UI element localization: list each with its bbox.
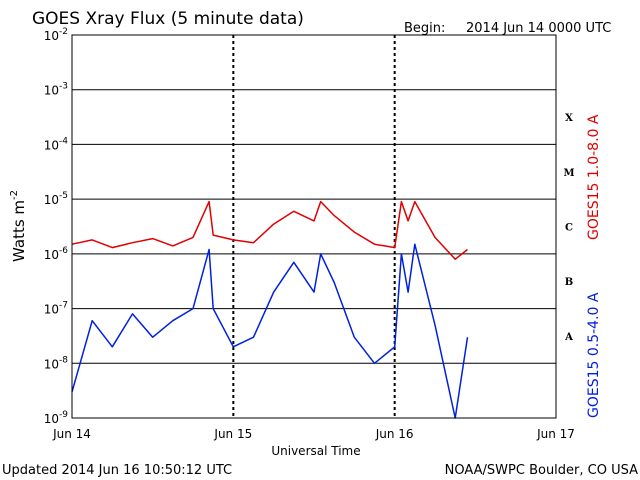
legend-short-channel: GOES15 0.5-4.0 A [586, 292, 602, 418]
flare-class-label: C [565, 223, 573, 234]
begin-date: 2014 Jun 14 0000 UTC [466, 21, 611, 36]
plot-frame [71, 34, 557, 419]
x-axis-label: Universal Time [271, 444, 360, 458]
chart-title: GOES Xray Flux (5 minute data) [32, 9, 304, 29]
y-axis-label-exp: -2 [9, 190, 20, 200]
y-axis-label-base: Watts m [10, 200, 28, 262]
credit-text: NOAA/SWPC Boulder, CO USA [445, 463, 638, 478]
y-tick-label: 10-2 [44, 27, 68, 43]
series-line-long-channel [71, 200, 468, 260]
x-tick-label: Jun 16 [375, 427, 414, 441]
y-tick-label: 10-8 [44, 355, 69, 371]
y-tick-label: 10-7 [44, 301, 68, 317]
flare-class-label: B [565, 277, 573, 288]
flare-class-label: X [565, 113, 573, 124]
x-tick-label: Jun 17 [536, 427, 575, 441]
y-tick-label: 10-6 [44, 246, 69, 262]
begin-label: Begin: [404, 21, 445, 36]
x-tick-label: Jun 14 [52, 427, 91, 441]
x-tick-label: Jun 15 [213, 427, 252, 441]
y-tick-label: 10-9 [44, 410, 69, 426]
flare-class-label: M [563, 168, 574, 179]
legend-long-channel: GOES15 1.0-8.0 A [586, 114, 602, 240]
y-tick-label: 10-5 [44, 191, 68, 207]
y-tick-label: 10-4 [44, 136, 69, 152]
y-axis-label: Watts m-2 [9, 190, 28, 262]
series-line-short-channel [71, 243, 469, 419]
flare-class-label: A [564, 332, 573, 343]
updated-timestamp: Updated 2014 Jun 16 10:50:12 UTC [2, 463, 232, 478]
y-tick-label: 10-3 [44, 82, 68, 98]
